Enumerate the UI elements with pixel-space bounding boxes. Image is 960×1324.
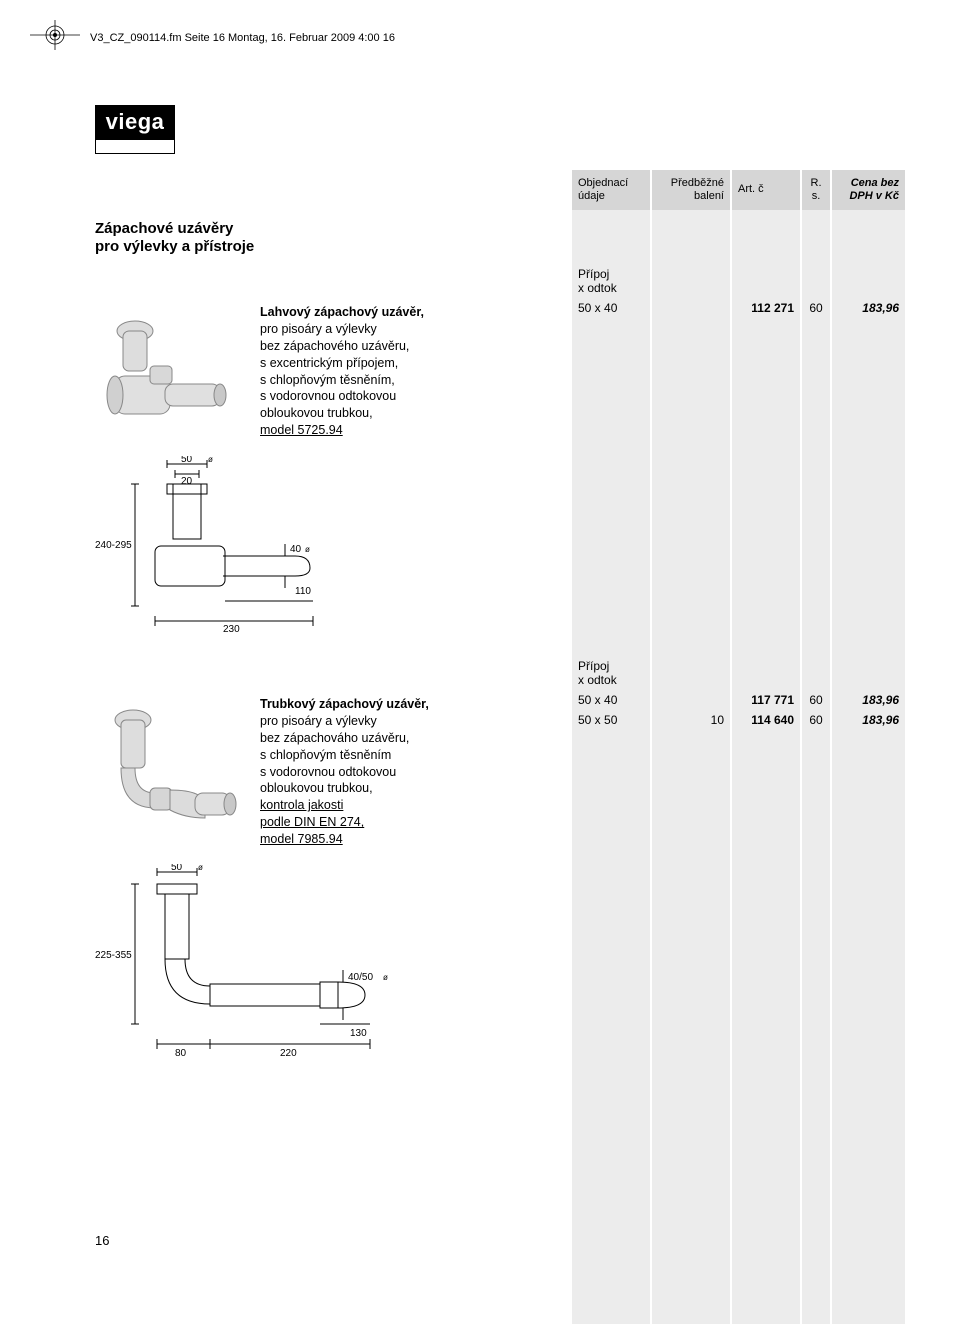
cell-art: 114 640: [730, 710, 800, 730]
title-line: pro výlevky a přístroje: [95, 238, 254, 255]
cell-cena: 183,96: [830, 690, 905, 710]
desc-line: bez zápachového uzávěru,: [260, 339, 409, 353]
hdr-text: Předběžné: [658, 177, 724, 190]
hdr-text: údaje: [578, 190, 644, 203]
svg-text:50: 50: [181, 456, 193, 465]
svg-text:80: 80: [175, 1048, 187, 1059]
cell-obj: 50 x 40: [570, 690, 650, 710]
filler: [95, 1084, 905, 1324]
file-header-line: V3_CZ_090114.fm Seite 16 Montag, 16. Feb…: [90, 32, 395, 44]
hdr-text: R.: [808, 177, 824, 190]
svg-text:20: 20: [181, 476, 193, 487]
col-label: Přípoj x odtok: [570, 656, 650, 690]
label-row: Přípoj x odtok: [95, 264, 905, 298]
cell-obj: 50 x 40: [570, 298, 650, 446]
desc-line: pro pisoáry a výlevky: [260, 322, 377, 336]
cell-pred: [650, 690, 730, 710]
svg-text:240-295: 240-295: [95, 540, 132, 551]
hdr-text: balení: [658, 190, 724, 203]
product-title: Trubkový zápachový uzávěr,: [260, 697, 429, 711]
cell-obj: 50 x 50: [570, 710, 650, 730]
label: x odtok: [578, 281, 617, 295]
table-header-row: Objednací údaje Předběžné balení Art. č …: [95, 170, 905, 210]
cell-rs: 60: [800, 690, 830, 710]
cell-cena: 183,96: [830, 298, 905, 446]
cell-art: 112 271: [730, 298, 800, 446]
svg-text:220: 220: [280, 1048, 297, 1059]
desc-line: obloukovou trubkou,: [260, 781, 373, 795]
cell-rs: 60: [800, 710, 830, 730]
desc-line: pro pisoáry a výlevky: [260, 714, 377, 728]
desc-line: s excentrickým přípojem,: [260, 356, 398, 370]
cell-rs: 60: [800, 298, 830, 446]
cell-pred: [650, 298, 730, 446]
product-image: [95, 690, 260, 854]
cell-cena: 183,96: [830, 710, 905, 730]
hdr-objednaci: Objednací údaje: [570, 170, 650, 210]
svg-text:50: 50: [171, 864, 183, 873]
cell-art: 117 771: [730, 690, 800, 710]
brand-logo: viega: [95, 105, 175, 141]
desc-line: s chlopňovým těsněním,: [260, 373, 395, 387]
desc-line: bez zápachováho uzávěru,: [260, 731, 409, 745]
label: Přípoj: [578, 659, 609, 673]
svg-text:40: 40: [290, 544, 302, 555]
svg-text:110: 110: [295, 586, 311, 597]
desc-line: kontrola jakosti: [260, 798, 343, 812]
hdr-text: s.: [808, 190, 824, 203]
label-row: Přípoj x odtok: [95, 656, 905, 690]
hdr-rs: R. s.: [800, 170, 830, 210]
product-description: Lahvový zápachový uzávěr, pro pisoáry a …: [260, 298, 570, 446]
desc-line: s chlopňovým těsněním: [260, 748, 391, 762]
crop-mark-icon: [30, 20, 80, 50]
dimension-drawing-icon: 50 ø 20 240-295: [95, 456, 375, 636]
svg-text:230: 230: [223, 624, 240, 635]
desc-line: s vodorovnou odtokovou: [260, 389, 396, 403]
product-description: Trubkový zápachový uzávěr, pro pisoáry a…: [260, 690, 570, 854]
section-title: Zápachové uzávěry pro výlevky a přístroj…: [95, 210, 570, 264]
svg-text:ø: ø: [383, 973, 388, 982]
section-title-row: Zápachové uzávěry pro výlevky a přístroj…: [95, 210, 905, 264]
svg-text:225-355: 225-355: [95, 950, 132, 961]
product-image: [95, 298, 260, 446]
svg-text:ø: ø: [208, 456, 213, 464]
hdr-text: Cena bez: [838, 177, 899, 190]
product-block: Trubkový zápachový uzávěr, pro pisoáry a…: [95, 690, 905, 854]
product-title: Lahvový zápachový uzávěr,: [260, 305, 424, 319]
hdr-text: Objednací: [578, 177, 644, 190]
brand-logo-stripe: [95, 140, 175, 154]
hdr-text: Art. č: [738, 183, 794, 196]
hdr-predbezne: Předběžné balení: [650, 170, 730, 210]
product-block: Lahvový zápachový uzávěr, pro pisoáry a …: [95, 298, 905, 446]
svg-text:ø: ø: [305, 545, 310, 554]
dimension-drawing-icon: 50 ø 225-355 40/50 ø: [95, 864, 435, 1064]
model-link[interactable]: model 7985.94: [260, 832, 343, 846]
label: x odtok: [578, 673, 617, 687]
title-line: Zápachové uzávěry: [95, 220, 233, 237]
hdr-art: Art. č: [730, 170, 800, 210]
label: Přípoj: [578, 267, 609, 281]
svg-text:40/50: 40/50: [348, 972, 373, 983]
cell-pred: 10: [650, 710, 730, 730]
page-content: Objednací údaje Předběžné balení Art. č …: [95, 170, 905, 1324]
desc-line: s vodorovnou odtokovou: [260, 765, 396, 779]
desc-line: obloukovou trubkou,: [260, 406, 373, 420]
page-number: 16: [95, 1233, 109, 1248]
dimension-drawing-row: 50 ø 225-355 40/50 ø: [95, 854, 905, 1084]
dimension-drawing-row: 50 ø 20 240-295: [95, 446, 905, 656]
hdr-cena: Cena bez DPH v Kč: [830, 170, 905, 210]
svg-text:ø: ø: [198, 864, 203, 872]
desc-line: podle DIN EN 274,: [260, 815, 364, 829]
hdr-text: DPH v Kč: [838, 190, 899, 203]
svg-text:130: 130: [350, 1028, 367, 1039]
model-link[interactable]: model 5725.94: [260, 423, 343, 437]
col-label: Přípoj x odtok: [570, 264, 650, 298]
